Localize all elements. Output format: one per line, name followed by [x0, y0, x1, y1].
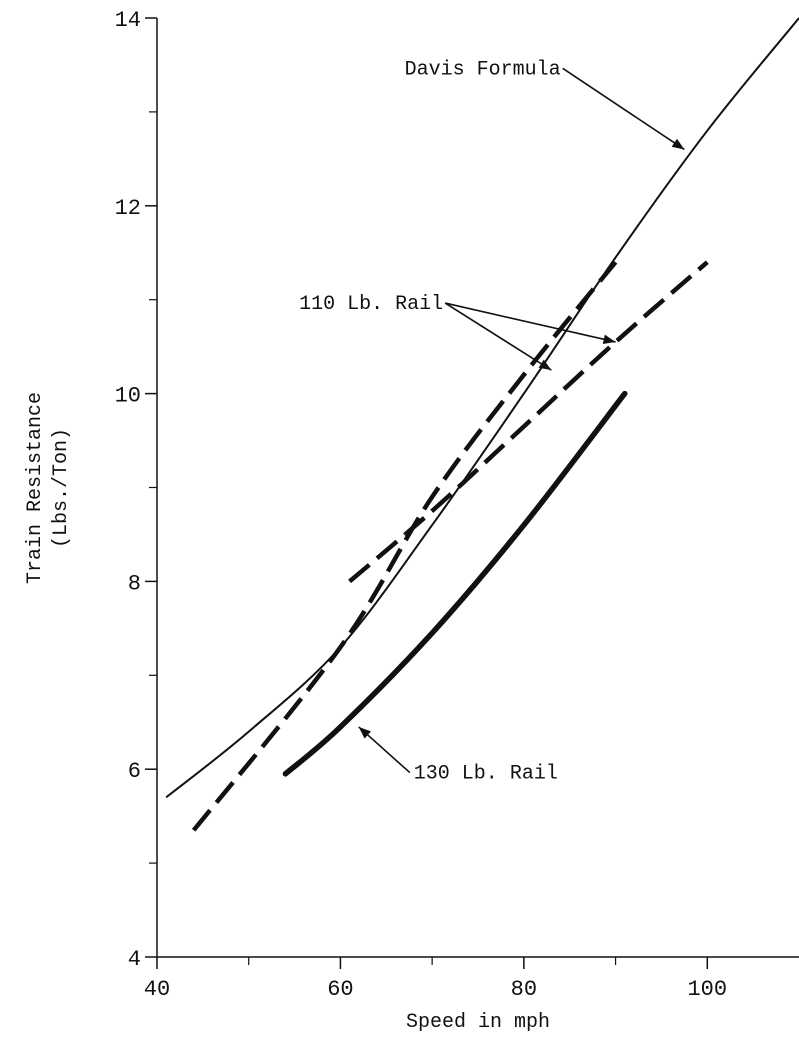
- y-axis-label-line1: Train Resistance: [24, 392, 47, 584]
- y-tick-label-12: 12: [115, 196, 141, 221]
- annotation-arrow-2-1: [444, 302, 552, 371]
- annotation-arrow-1-1: [562, 67, 685, 151]
- y-tick-label-14: 14: [115, 8, 141, 33]
- annotation-arrowhead-2-1: [538, 359, 552, 371]
- annotation-layer: Davis Formula 110 Lb. Rail 130 Lb. Rail: [299, 58, 685, 786]
- axis-ticks: 4 6 8 10 12 14 40 60 80 100: [115, 8, 727, 1002]
- x-axis-label: Speed in mph: [406, 1011, 550, 1034]
- series-line-4: [282, 390, 628, 777]
- x-tick-label-60: 60: [327, 977, 353, 1002]
- series-line-3: [348, 260, 709, 584]
- annotation-arrow-2-2: [445, 302, 616, 343]
- y-axis-label-line2: (Lbs./Ton): [50, 428, 73, 548]
- annotation-label-2: 110 Lb. Rail: [299, 293, 443, 316]
- annotation-arrowhead-2-2: [602, 334, 616, 344]
- x-tick-label-80: 80: [511, 977, 537, 1002]
- x-tick-label-40: 40: [144, 977, 170, 1002]
- plot-frame: [156, 18, 799, 958]
- y-tick-label-8: 8: [128, 571, 141, 596]
- series-line-2: [191, 260, 618, 832]
- annotation-arrowhead-3-1: [358, 726, 371, 739]
- annotation-label-1: Davis Formula: [405, 58, 561, 81]
- y-tick-label-10: 10: [115, 384, 141, 409]
- annotation-arrowhead-1-1: [671, 138, 685, 150]
- y-tick-label-6: 6: [128, 759, 141, 784]
- annotation-label-3: 130 Lb. Rail: [414, 763, 558, 786]
- series-line-1: [165, 17, 799, 799]
- series-layer: [165, 17, 799, 832]
- y-tick-label-4: 4: [128, 947, 141, 972]
- x-tick-label-100: 100: [687, 977, 727, 1002]
